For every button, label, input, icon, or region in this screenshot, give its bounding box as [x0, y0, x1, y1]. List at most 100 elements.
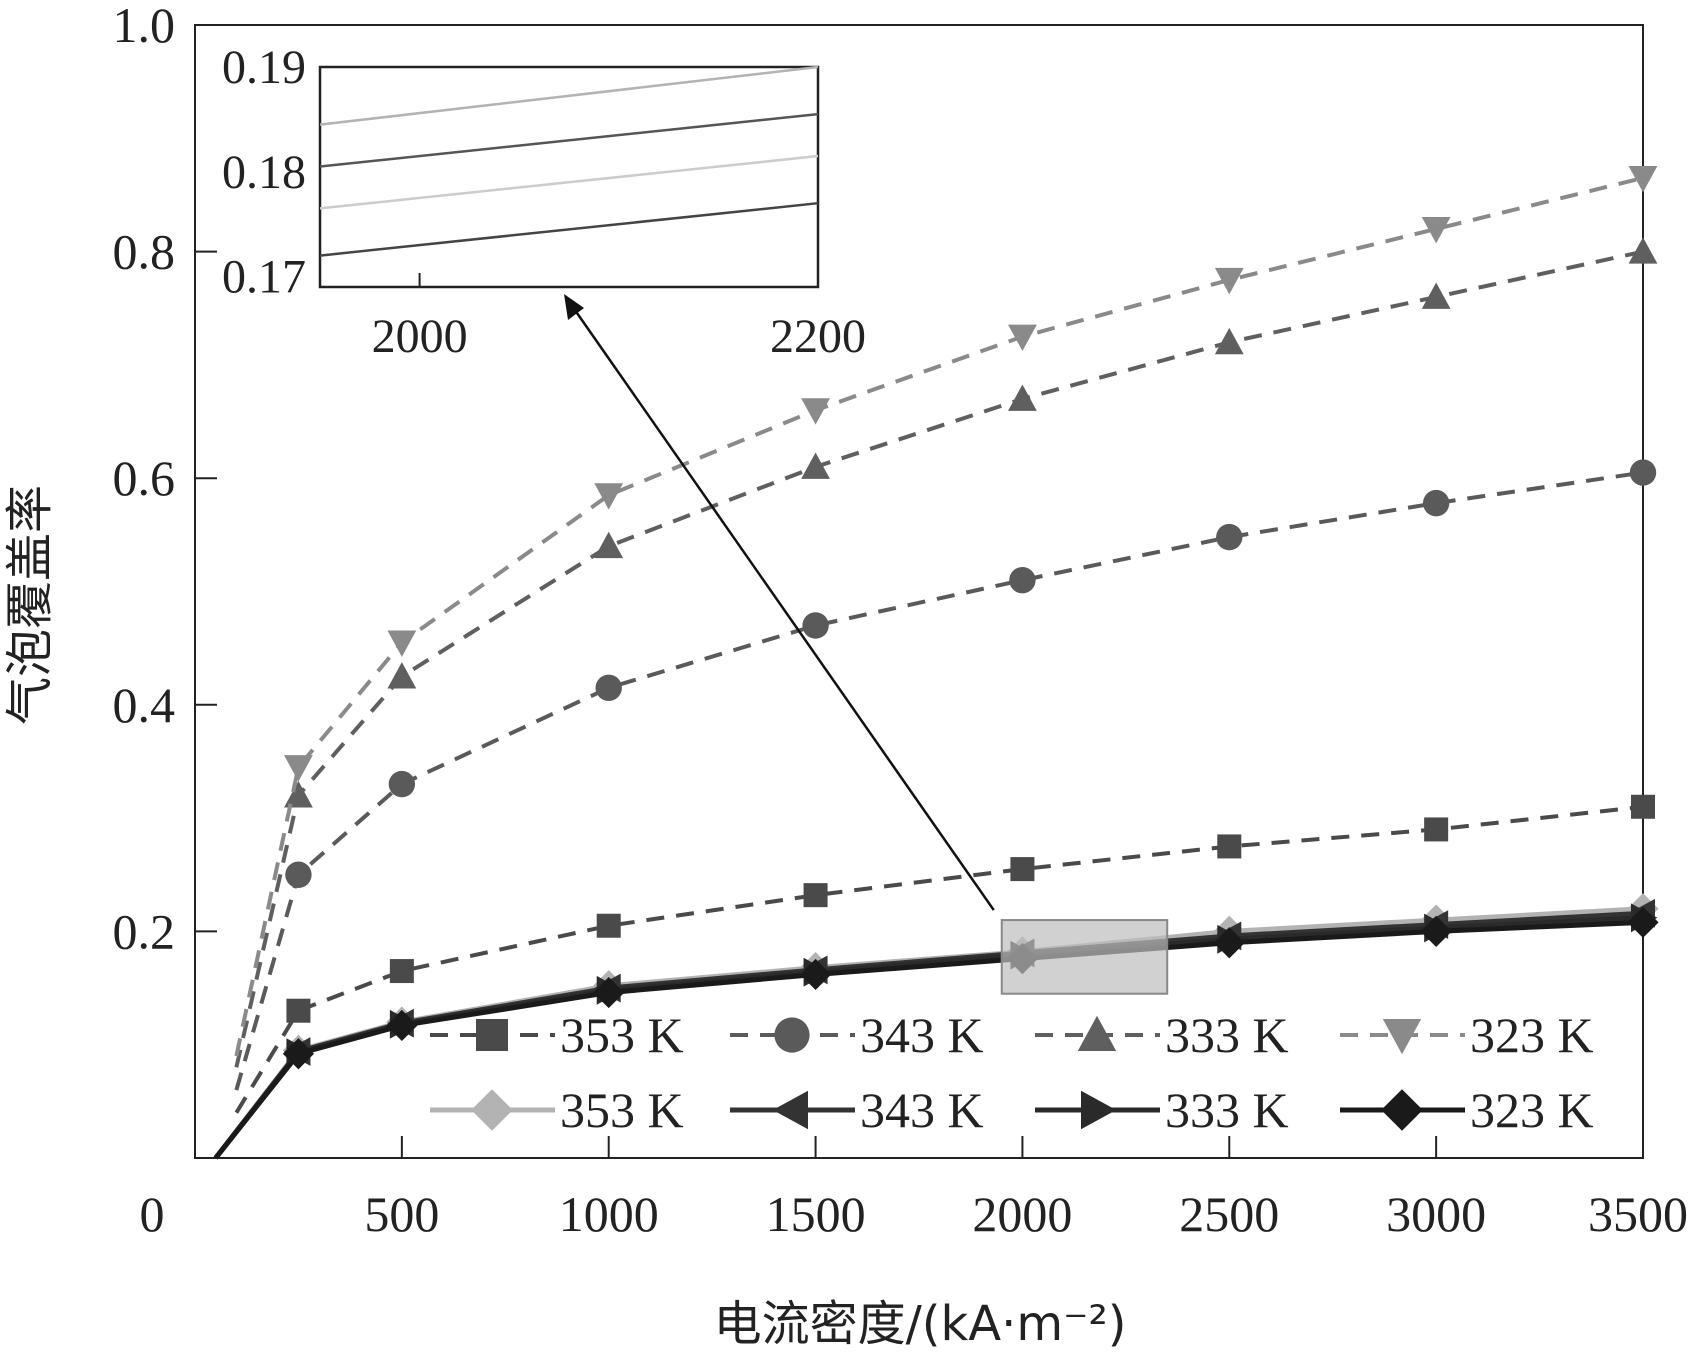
- data-point: [1628, 165, 1658, 193]
- legend-item: 333 K: [1035, 1007, 1289, 1063]
- data-point: [1424, 817, 1449, 842]
- data-point: [386, 1009, 418, 1042]
- legend-label: 323 K: [1470, 1082, 1594, 1138]
- data-point: [285, 861, 312, 888]
- inset-y-tick-label: 0.17: [222, 251, 306, 304]
- legend-marker: [1077, 1015, 1117, 1051]
- data-point: [802, 612, 829, 639]
- y-tick-label: 0.8: [113, 224, 176, 280]
- series-dashed-353k: [234, 794, 1655, 1114]
- legend-label: 333 K: [1165, 1007, 1289, 1063]
- data-point: [1631, 794, 1655, 819]
- data-point: [1008, 324, 1037, 351]
- series-line: [234, 249, 1644, 1068]
- x-tick-label: 1500: [766, 1186, 866, 1242]
- legend-item: 333 K: [1035, 1082, 1289, 1138]
- x-tick-label: 3500: [1588, 1186, 1688, 1242]
- legend-label: 323 K: [1470, 1007, 1594, 1063]
- data-point: [284, 755, 313, 782]
- zoom-arrow: [568, 302, 995, 911]
- legend-marker: [1081, 1090, 1117, 1130]
- series-solid-323k: [213, 906, 1659, 1160]
- inset-x-tick-label: 2200: [770, 310, 866, 363]
- legend-marker: [1382, 1019, 1422, 1055]
- data-point: [801, 452, 830, 479]
- x-tick-label: 0: [140, 1186, 165, 1242]
- legend-label: 353 K: [560, 1007, 684, 1063]
- data-point: [388, 770, 416, 798]
- legend-marker: [476, 1019, 508, 1051]
- inset-line: [319, 201, 819, 257]
- inset-x-tick-label: 2000: [372, 310, 468, 363]
- x-axis-title: 电流密度/(kA·m⁻²): [714, 1296, 1127, 1352]
- data-point: [286, 998, 311, 1023]
- y-tick-label: 0.2: [113, 903, 176, 959]
- inset-y-tick-label: 0.18: [222, 146, 306, 199]
- data-point: [1421, 282, 1451, 309]
- data-point: [1216, 523, 1243, 551]
- legend-item: 353 K: [430, 1082, 684, 1138]
- y-tick-label: 1.0: [113, 0, 176, 53]
- series-line: [234, 470, 1644, 1091]
- zoom-arrowhead: [564, 294, 584, 320]
- data-point: [596, 913, 621, 938]
- data-point: [1213, 927, 1245, 959]
- legend: 353 K 343 K 333 K 323 K 353 K 343 K 333 K 323 K: [430, 1007, 1594, 1138]
- legend-marker: [774, 1017, 810, 1053]
- x-tick-label: 1000: [559, 1186, 659, 1242]
- legend-marker: [772, 1090, 808, 1130]
- data-point: [282, 1038, 315, 1070]
- legend-item: 323 K: [1340, 1082, 1594, 1138]
- y-tick-label: 0.6: [113, 450, 176, 506]
- inset-line: [319, 154, 819, 210]
- legend-item: 343 K: [730, 1082, 984, 1138]
- data-point: [594, 483, 624, 510]
- x-tick-label: 3000: [1386, 1186, 1486, 1242]
- series-dashed-333k: [234, 237, 1658, 1068]
- data-point: [284, 781, 313, 808]
- data-point: [1009, 566, 1036, 594]
- y-tick-label: 0.4: [113, 677, 176, 733]
- legend-marker: [1381, 1089, 1423, 1131]
- data-point: [594, 531, 624, 559]
- data-point: [387, 662, 417, 689]
- series-line: [234, 804, 1644, 1114]
- data-point: [1214, 267, 1244, 295]
- data-point: [595, 674, 622, 702]
- inset-frame: [318, 65, 820, 289]
- x-tick-label: 2500: [1179, 1186, 1279, 1242]
- inset-plot: 2000 2200 0.17 0.18 0.19: [222, 41, 995, 911]
- legend-label: 343 K: [860, 1007, 984, 1063]
- data-point: [1008, 384, 1037, 411]
- data-point: [1422, 489, 1450, 517]
- data-point: [593, 976, 625, 1009]
- data-point: [1214, 327, 1244, 355]
- legend-label: 353 K: [560, 1082, 684, 1138]
- x-tick-label: 500: [364, 1186, 439, 1242]
- data-point: [1421, 216, 1451, 244]
- main-plot: 0 500 1000 1500 2000 2500 3000 3500 0.2 0.4 0.6 0.8…: [113, 0, 1689, 1242]
- data-point: [1629, 459, 1657, 486]
- data-point: [1627, 906, 1659, 938]
- data-point: [799, 958, 832, 991]
- data-point: [1010, 857, 1035, 882]
- data-point: [1420, 915, 1452, 947]
- legend-marker: [471, 1089, 513, 1131]
- legend-item: 323 K: [1340, 1007, 1594, 1063]
- inset-y-tick-label: 0.19: [222, 41, 306, 94]
- data-point: [387, 630, 417, 657]
- zoom-region: [1000, 919, 1169, 995]
- inset-line: [319, 65, 819, 126]
- legend-label: 333 K: [1165, 1082, 1289, 1138]
- plot-frame: [194, 24, 1644, 1159]
- series-dashed-323k: [234, 165, 1658, 1057]
- data-point: [803, 883, 828, 908]
- legend-label: 343 K: [860, 1082, 984, 1138]
- legend-item: 353 K: [430, 1007, 684, 1063]
- legend-item: 343 K: [730, 1007, 984, 1063]
- inset-line: [319, 112, 819, 168]
- data-point: [389, 959, 414, 984]
- data-point: [801, 398, 830, 425]
